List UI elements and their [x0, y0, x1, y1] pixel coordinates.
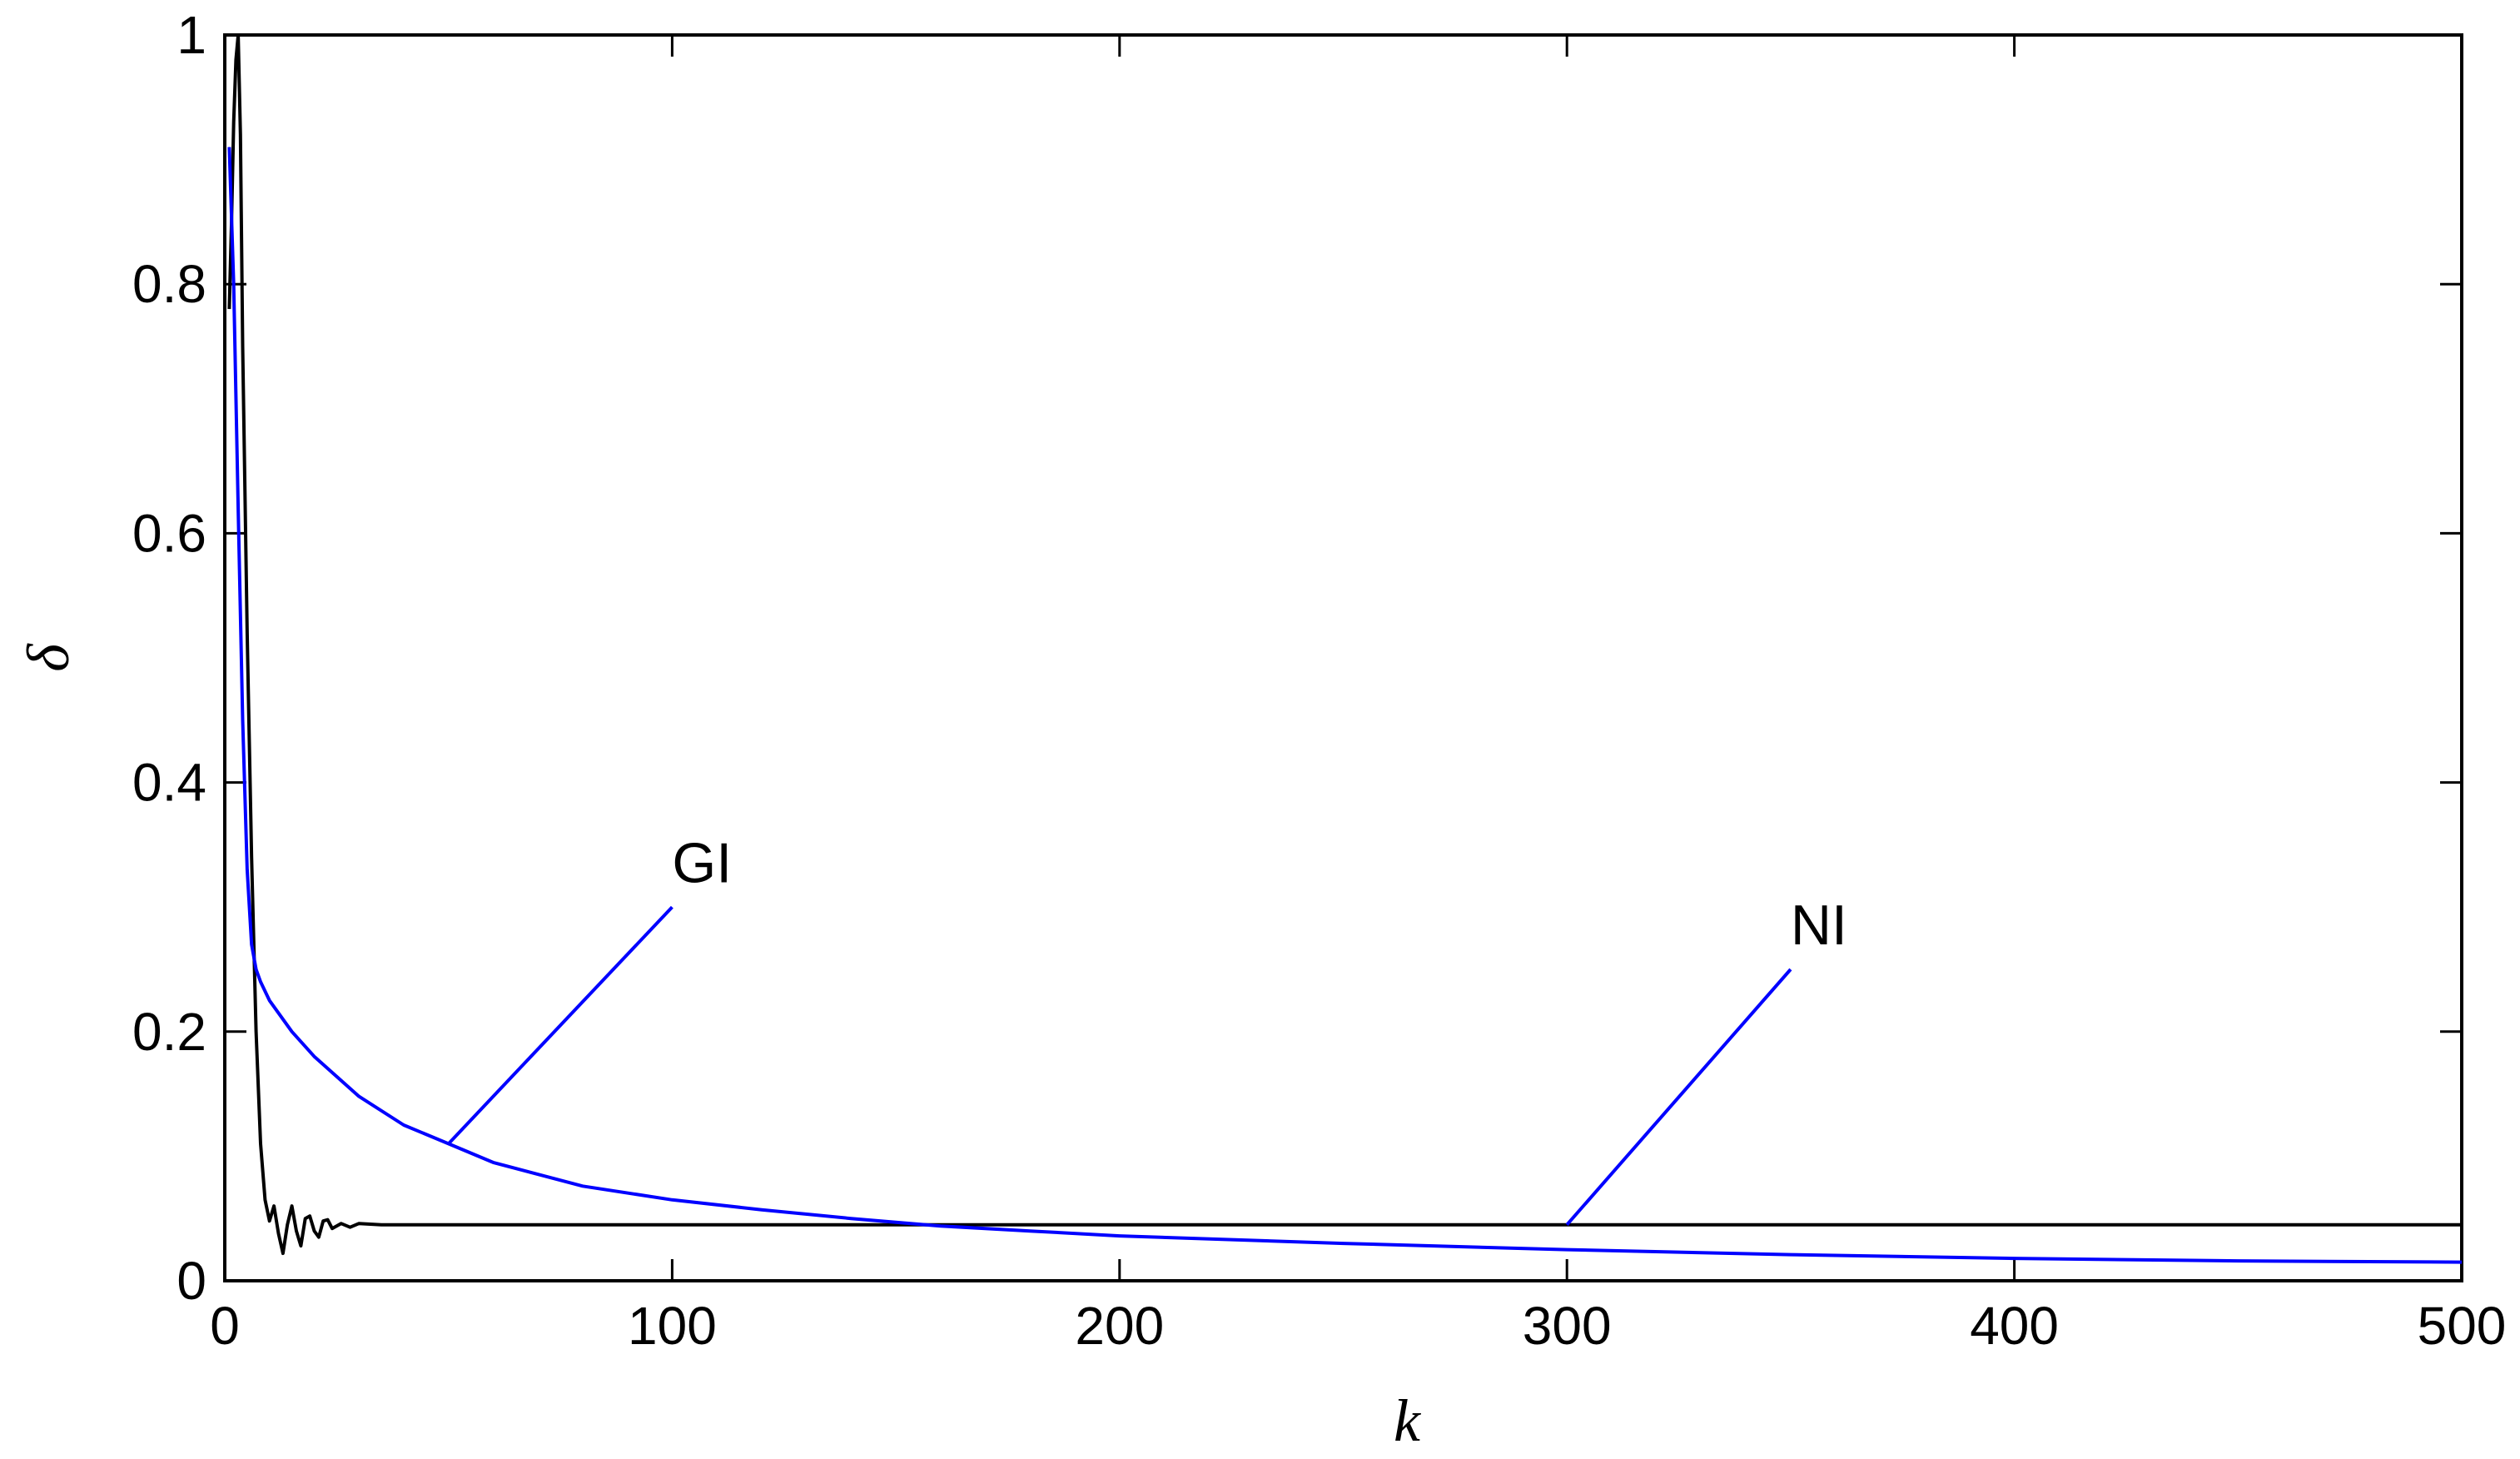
y-tick-label: 0.2: [132, 1002, 206, 1062]
y-axis-label: δ: [15, 643, 82, 672]
y-tick-label: 0: [176, 1251, 206, 1311]
series-line-1: [227, 33, 2462, 1256]
x-tick-label: 500: [2418, 1296, 2507, 1356]
axis-ticks: 0 100 200 300 400 500 0 0.2 0.4 0.6 0.8 1: [132, 5, 2506, 1356]
y-tick-label: 0.6: [132, 503, 206, 563]
series-line-2: [227, 147, 2463, 1264]
x-tick-label: 200: [1075, 1296, 1164, 1356]
y-tick-label: 0.8: [132, 254, 206, 314]
y-tick-label: 1: [176, 5, 206, 65]
x-tick-label: 300: [1523, 1296, 1612, 1356]
x-axis-label: k: [1394, 1387, 1422, 1454]
x-tick-label: 400: [1970, 1296, 2059, 1356]
annotation-leader-gi: [447, 905, 673, 1145]
series-layer: [227, 33, 2463, 1264]
annotations: GI NI: [447, 831, 1847, 1226]
annotation-label-ni: NI: [1791, 894, 1847, 957]
x-tick-label: 100: [628, 1296, 717, 1356]
annotation-leader-ni: [1565, 968, 1792, 1226]
plot-frame: [223, 33, 2463, 1282]
x-tick-label: 0: [210, 1296, 240, 1356]
y-tick-label: 0.4: [132, 753, 206, 813]
annotation-label-gi: GI: [672, 831, 732, 894]
